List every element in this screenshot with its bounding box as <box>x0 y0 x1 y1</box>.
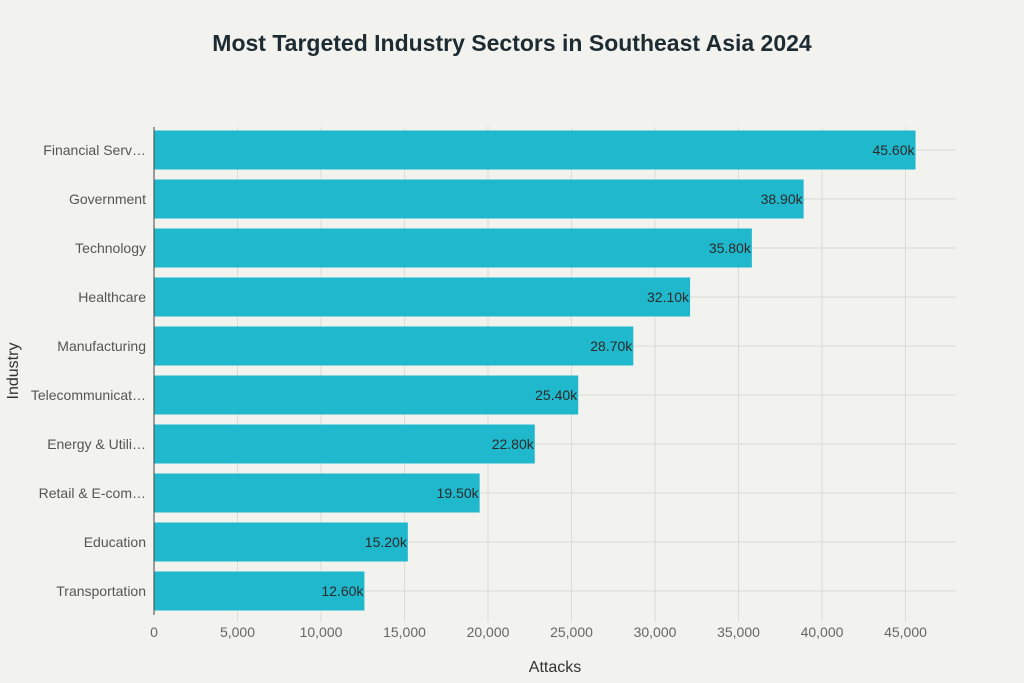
y-axis-label: Industry <box>5 343 22 400</box>
x-tick-label: 30,000 <box>634 624 677 640</box>
data-label: 32.10k <box>647 289 690 305</box>
bar <box>154 424 535 464</box>
x-tick-label: 5,000 <box>220 624 255 640</box>
bar <box>154 179 804 219</box>
bar <box>154 228 752 268</box>
data-label: 25.40k <box>535 387 578 403</box>
x-tick-label: 20,000 <box>467 624 510 640</box>
x-tick-label: 25,000 <box>550 624 593 640</box>
category-label: Healthcare <box>78 289 146 305</box>
x-tick-label: 40,000 <box>801 624 844 640</box>
data-label: 35.80k <box>709 240 752 256</box>
x-tick-label: 10,000 <box>300 624 343 640</box>
data-label: 45.60k <box>872 142 915 158</box>
data-label: 12.60k <box>321 583 364 599</box>
category-label: Transportation <box>56 583 146 599</box>
bar <box>154 326 634 366</box>
data-label: 38.90k <box>761 191 804 207</box>
x-axis-ticks: 0 5,000 10,000 15,000 20,000 25,000 30,000 35,0… <box>150 624 927 640</box>
data-label: 19.50k <box>437 485 480 501</box>
category-label: Energy & Utili… <box>47 436 146 452</box>
category-label: Retail & E-com… <box>39 485 146 501</box>
bar <box>154 277 691 317</box>
data-label: 28.70k <box>590 338 633 354</box>
x-tick-label: 45,000 <box>884 624 927 640</box>
bars: 45.60k 38.90k 35.80k 32.10k 28.70k 25.40k 22.8… <box>154 130 916 611</box>
x-tick-label: 35,000 <box>717 624 760 640</box>
category-label: Government <box>69 191 146 207</box>
bar <box>154 375 579 415</box>
chart-title: Most Targeted Industry Sectors in Southe… <box>212 30 812 56</box>
bar <box>154 130 916 170</box>
bar <box>154 473 480 513</box>
bar <box>154 522 408 562</box>
data-label: 15.20k <box>365 534 408 550</box>
category-label: Manufacturing <box>57 338 146 354</box>
x-tick-label: 0 <box>150 624 158 640</box>
category-label: Technology <box>75 240 146 256</box>
category-label: Financial Serv… <box>43 142 146 158</box>
x-tick-label: 15,000 <box>383 624 426 640</box>
bar <box>154 571 365 611</box>
data-label: 22.80k <box>492 436 535 452</box>
category-label: Education <box>84 534 146 550</box>
y-axis-ticks: Financial Serv… Government Technology Healt… <box>31 142 146 599</box>
category-label: Telecommunicat… <box>31 387 146 403</box>
x-axis-label: Attacks <box>529 659 581 676</box>
